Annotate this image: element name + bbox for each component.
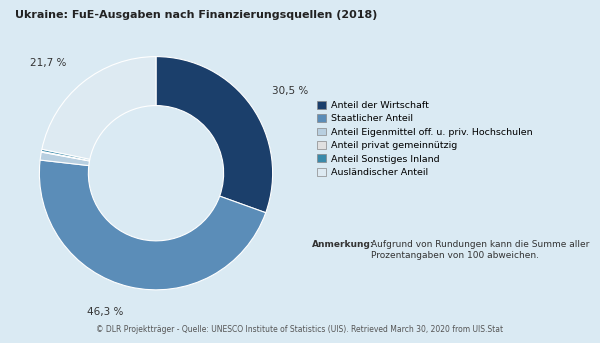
Legend: Anteil der Wirtschaft, Staatlicher Anteil, Anteil Eigenmittel off. u. priv. Hoch: Anteil der Wirtschaft, Staatlicher Antei… bbox=[317, 101, 533, 177]
Text: 21,7 %: 21,7 % bbox=[30, 58, 67, 68]
Wedge shape bbox=[41, 149, 90, 161]
Wedge shape bbox=[156, 57, 272, 213]
Wedge shape bbox=[40, 160, 266, 290]
Text: Ukraine: FuE-Ausgaben nach Finanzierungsquellen (2018): Ukraine: FuE-Ausgaben nach Finanzierungs… bbox=[15, 10, 377, 20]
Wedge shape bbox=[42, 57, 156, 159]
Text: 46,3 %: 46,3 % bbox=[87, 307, 124, 317]
Text: © DLR Projektträger - Quelle: UNESCO Institute of Statistics (UIS). Retrieved Ma: © DLR Projektträger - Quelle: UNESCO Ins… bbox=[97, 326, 503, 334]
Wedge shape bbox=[40, 152, 89, 166]
Text: 30,5 %: 30,5 % bbox=[272, 86, 308, 96]
Wedge shape bbox=[41, 151, 89, 161]
Text: Anmerkung:: Anmerkung: bbox=[312, 240, 374, 249]
Text: Aufgrund von Rundungen kann die Summe aller
Prozentangaben von 100 abweichen.: Aufgrund von Rundungen kann die Summe al… bbox=[371, 240, 589, 260]
